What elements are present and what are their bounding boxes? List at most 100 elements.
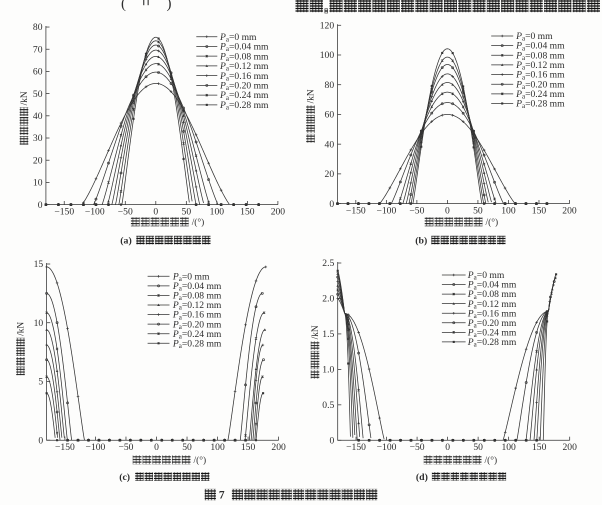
svg-text:20: 20 <box>33 155 43 166</box>
svg-text:50: 50 <box>33 89 43 100</box>
svg-text:50: 50 <box>182 442 192 453</box>
svg-text:100: 100 <box>210 206 225 217</box>
svg-text:Pa=0.08 mm: Pa=0.08 mm <box>219 51 269 63</box>
svg-text:80: 80 <box>325 80 335 91</box>
svg-text:/kN: /kN <box>307 89 317 103</box>
svg-text:80: 80 <box>33 22 43 33</box>
svg-text:10: 10 <box>34 318 44 329</box>
svg-text:Pa=0.28 mm: Pa=0.28 mm <box>172 338 222 350</box>
svg-text:−150: −150 <box>346 442 366 453</box>
svg-text:(d): (d) <box>416 472 428 483</box>
svg-text:0: 0 <box>445 442 450 453</box>
svg-text:Pa=0.28 mm: Pa=0.28 mm <box>467 337 517 349</box>
svg-text:Pa=0.16 mm: Pa=0.16 mm <box>467 308 517 320</box>
svg-text:Pa=0.24 mm: Pa=0.24 mm <box>219 90 269 102</box>
svg-text:Pa=0.28 mm: Pa=0.28 mm <box>219 100 269 112</box>
svg-text:60: 60 <box>33 67 43 78</box>
svg-text:Pa=0.20 mm: Pa=0.20 mm <box>172 319 222 331</box>
svg-text:100: 100 <box>320 50 335 61</box>
svg-text:20: 20 <box>325 169 335 180</box>
svg-text:1.5: 1.5 <box>322 329 334 340</box>
svg-text:150: 150 <box>532 442 547 453</box>
svg-text:Pa=0.12 mm: Pa=0.12 mm <box>172 300 222 312</box>
svg-text:Pa=0.04 mm: Pa=0.04 mm <box>172 281 222 293</box>
svg-text:50: 50 <box>182 206 192 217</box>
svg-text:−50: −50 <box>118 442 133 453</box>
svg-text:/(°): /(°) <box>485 455 498 466</box>
svg-text:200: 200 <box>562 205 577 216</box>
svg-text:0: 0 <box>153 206 158 217</box>
svg-text:0: 0 <box>330 436 335 447</box>
svg-text:−50: −50 <box>409 205 424 216</box>
svg-text:40: 40 <box>33 111 43 122</box>
svg-text:/kN: /kN <box>20 91 30 105</box>
svg-text:5: 5 <box>38 377 43 388</box>
svg-text:Pa=0.20 mm: Pa=0.20 mm <box>467 318 517 330</box>
svg-text:Pa=0.24 mm: Pa=0.24 mm <box>172 329 222 341</box>
svg-text:10: 10 <box>33 178 43 189</box>
svg-text:0: 0 <box>329 199 334 210</box>
svg-text:150: 150 <box>532 205 547 216</box>
svg-text:Pa=0.12 mm: Pa=0.12 mm <box>515 60 565 72</box>
svg-text:Pa=0.08 mm: Pa=0.08 mm <box>515 50 565 62</box>
svg-text:−150: −150 <box>54 206 74 217</box>
svg-text:100: 100 <box>501 205 516 216</box>
svg-text:7: 7 <box>219 490 225 502</box>
svg-text:(b): (b) <box>415 236 427 247</box>
svg-text:−50: −50 <box>410 442 425 453</box>
svg-text:2.0: 2.0 <box>322 294 334 305</box>
svg-text:Pa=0 mm: Pa=0 mm <box>515 31 553 43</box>
svg-text:200: 200 <box>563 442 578 453</box>
svg-text:(: ( <box>121 0 126 12</box>
svg-text:15: 15 <box>34 259 44 270</box>
svg-text:0: 0 <box>154 442 159 453</box>
svg-text:/(°): /(°) <box>192 217 205 228</box>
svg-text:50: 50 <box>473 205 483 216</box>
svg-text:Pa=0.16 mm: Pa=0.16 mm <box>172 310 222 322</box>
svg-text:/kN: /kN <box>17 322 27 336</box>
svg-text:/(°): /(°) <box>486 217 499 228</box>
svg-text:−100: −100 <box>376 205 396 216</box>
svg-text:70: 70 <box>33 44 43 55</box>
svg-text:Pa=0 mm: Pa=0 mm <box>219 32 257 44</box>
svg-text:Pa=0.28 mm: Pa=0.28 mm <box>515 99 565 111</box>
svg-text:−50: −50 <box>118 206 133 217</box>
svg-text:50: 50 <box>473 442 483 453</box>
svg-text:Pa=0.24 mm: Pa=0.24 mm <box>515 89 565 101</box>
svg-text:200: 200 <box>271 206 286 217</box>
svg-text:(c): (c) <box>119 472 130 483</box>
svg-text:0: 0 <box>38 435 43 446</box>
svg-text:150: 150 <box>240 206 255 217</box>
svg-text:2.5: 2.5 <box>322 258 334 269</box>
svg-text:100: 100 <box>501 442 516 453</box>
svg-text:Pa=0.08 mm: Pa=0.08 mm <box>172 291 222 303</box>
svg-text:200: 200 <box>271 442 286 453</box>
svg-text:0: 0 <box>445 205 450 216</box>
svg-text:Pa=0.04 mm: Pa=0.04 mm <box>515 41 565 53</box>
svg-text:0: 0 <box>38 200 43 211</box>
svg-text:−100: −100 <box>377 442 397 453</box>
svg-text:−100: −100 <box>85 206 105 217</box>
svg-text:Pa=0 mm: Pa=0 mm <box>467 270 505 282</box>
svg-text:/kN: /kN <box>311 325 321 339</box>
svg-text:−150: −150 <box>346 205 366 216</box>
svg-text:1.0: 1.0 <box>322 365 334 376</box>
svg-text:Pa=0.04 mm: Pa=0.04 mm <box>219 42 269 54</box>
svg-text:Pa=0.24 mm: Pa=0.24 mm <box>467 327 517 339</box>
svg-text:−150: −150 <box>55 442 75 453</box>
svg-text:Pa=0.12 mm: Pa=0.12 mm <box>467 299 517 311</box>
svg-text:Pa=0.12 mm: Pa=0.12 mm <box>219 61 269 73</box>
svg-text:Pa=0.20 mm: Pa=0.20 mm <box>515 79 565 91</box>
svg-text:40: 40 <box>325 139 335 150</box>
svg-text:Pa=0.16 mm: Pa=0.16 mm <box>219 71 269 83</box>
svg-text:30: 30 <box>33 133 43 144</box>
svg-text:100: 100 <box>210 442 225 453</box>
svg-text:): ) <box>167 0 172 12</box>
svg-text:0.5: 0.5 <box>322 400 334 411</box>
svg-text:Pa=0.04 mm: Pa=0.04 mm <box>467 280 517 292</box>
svg-text:Pa=0.16 mm: Pa=0.16 mm <box>515 70 565 82</box>
svg-text:(a): (a) <box>120 236 131 247</box>
svg-text:Pa=0.20 mm: Pa=0.20 mm <box>219 81 269 93</box>
svg-text:−100: −100 <box>86 442 106 453</box>
svg-text:/(°): /(°) <box>194 455 207 466</box>
